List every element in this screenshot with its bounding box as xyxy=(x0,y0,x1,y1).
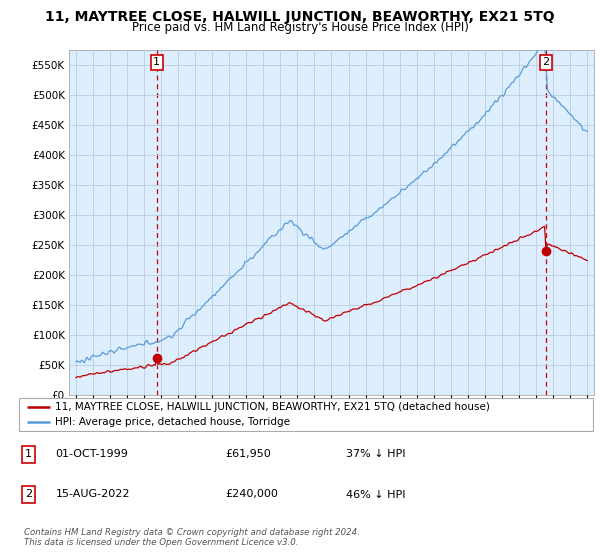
Text: 15-AUG-2022: 15-AUG-2022 xyxy=(55,489,130,500)
Text: 2: 2 xyxy=(542,57,550,67)
Text: 01-OCT-1999: 01-OCT-1999 xyxy=(55,450,128,459)
Text: £240,000: £240,000 xyxy=(226,489,278,500)
Text: £61,950: £61,950 xyxy=(226,450,271,459)
Text: 1: 1 xyxy=(25,450,32,459)
Text: Contains HM Land Registry data © Crown copyright and database right 2024.
This d: Contains HM Land Registry data © Crown c… xyxy=(24,528,360,547)
Text: 1: 1 xyxy=(153,57,160,67)
FancyBboxPatch shape xyxy=(19,398,593,431)
Text: 37% ↓ HPI: 37% ↓ HPI xyxy=(346,450,406,459)
Text: 11, MAYTREE CLOSE, HALWILL JUNCTION, BEAWORTHY, EX21 5TQ: 11, MAYTREE CLOSE, HALWILL JUNCTION, BEA… xyxy=(45,10,555,24)
Text: 46% ↓ HPI: 46% ↓ HPI xyxy=(346,489,406,500)
Text: HPI: Average price, detached house, Torridge: HPI: Average price, detached house, Torr… xyxy=(55,417,290,427)
Text: 2: 2 xyxy=(25,489,32,500)
Text: 11, MAYTREE CLOSE, HALWILL JUNCTION, BEAWORTHY, EX21 5TQ (detached house): 11, MAYTREE CLOSE, HALWILL JUNCTION, BEA… xyxy=(55,402,490,412)
Text: Price paid vs. HM Land Registry's House Price Index (HPI): Price paid vs. HM Land Registry's House … xyxy=(131,21,469,34)
